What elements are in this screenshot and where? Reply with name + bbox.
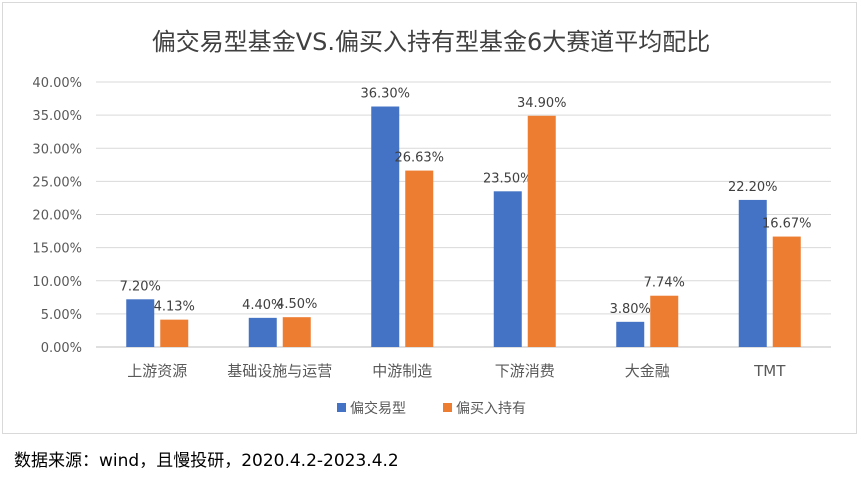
y-tick-label: 30.00%	[32, 142, 82, 157]
x-tick-label: 上游资源	[127, 362, 187, 380]
y-tick-label: 25.00%	[32, 175, 82, 190]
bar-buy-hold	[160, 319, 189, 347]
bar-buy-hold	[772, 236, 801, 347]
source-note: 数据来源：wind，且慢投研，2020.4.2-2023.4.2	[14, 451, 399, 471]
chart-title: 偏交易型基金VS.偏买入持有型基金6大赛道平均配比	[152, 28, 711, 56]
x-tick-label: 下游消费	[495, 362, 555, 380]
data-label: 7.74%	[644, 276, 685, 291]
data-label: 16.67%	[762, 217, 812, 232]
bar-buy-hold	[527, 115, 556, 347]
legend-swatch	[443, 403, 452, 412]
x-tick-label: 基础设施与运营	[227, 362, 332, 380]
data-label: 4.40%	[242, 298, 283, 313]
data-label: 4.50%	[276, 297, 317, 312]
y-tick-label: 35.00%	[32, 109, 82, 124]
data-label: 26.63%	[394, 151, 444, 166]
bar-trading	[371, 106, 400, 347]
bar-buy-hold	[650, 295, 679, 347]
y-tick-label: 20.00%	[32, 209, 82, 224]
data-label: 4.13%	[154, 300, 195, 315]
data-label: 7.20%	[120, 279, 161, 294]
y-tick-label: 0.00%	[41, 341, 82, 356]
data-label: 36.30%	[360, 87, 410, 102]
y-tick-label: 5.00%	[41, 308, 82, 323]
bar-trading	[126, 299, 155, 347]
data-label: 22.20%	[728, 180, 778, 195]
chart-frame: 偏交易型基金VS.偏买入持有型基金6大赛道平均配比 0.00% 5.00% 10.00…	[2, 2, 857, 434]
x-tick-label: 大金融	[625, 362, 670, 380]
bar-trading	[493, 191, 522, 347]
bar-trading	[738, 199, 767, 347]
data-label: 34.90%	[517, 96, 567, 111]
data-label: 23.50%	[483, 171, 533, 186]
bar-buy-hold	[405, 170, 434, 347]
x-tick-label: TMT	[753, 362, 786, 380]
y-tick-label: 15.00%	[32, 242, 82, 257]
legend-label: 偏买入持有	[456, 401, 526, 417]
bar-buy-hold	[282, 317, 311, 347]
y-tick-label: 40.00%	[32, 76, 82, 91]
legend-label: 偏交易型	[350, 400, 406, 417]
data-label: 3.80%	[610, 302, 651, 317]
bar-trading	[616, 321, 645, 347]
x-tick-label: 中游制造	[372, 362, 432, 380]
chart-svg: 偏交易型基金VS.偏买入持有型基金6大赛道平均配比 0.00% 5.00% 10.00…	[32, 28, 831, 417]
bar-trading	[248, 317, 277, 347]
y-tick-label: 10.00%	[32, 275, 82, 290]
legend-swatch	[337, 403, 346, 412]
